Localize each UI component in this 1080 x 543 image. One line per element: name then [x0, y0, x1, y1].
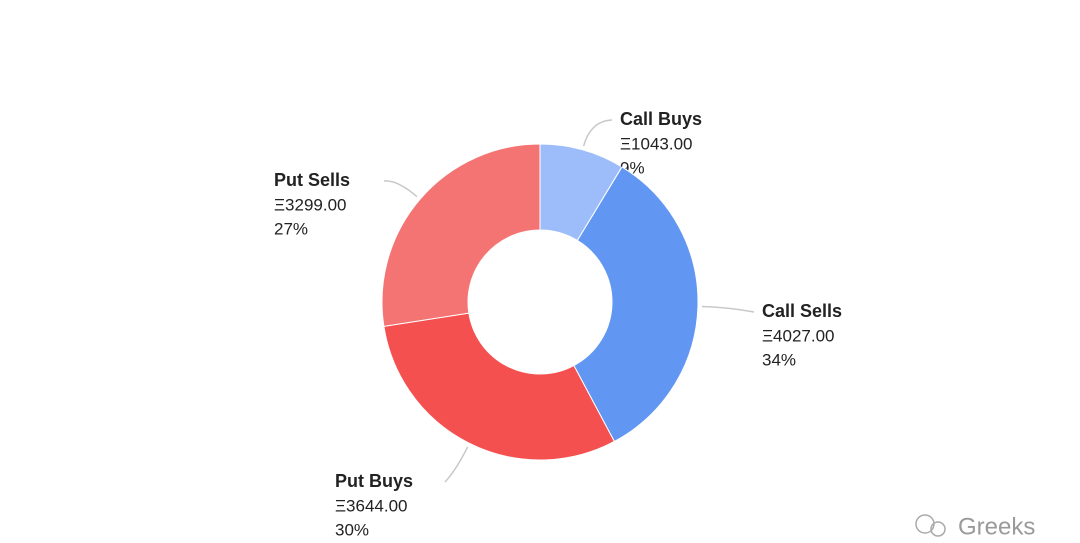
watermark-icon [930, 521, 946, 537]
slice-name: Call Buys [620, 109, 702, 129]
watermark: Greeks [915, 513, 1035, 540]
leader-line [701, 305, 755, 313]
slice-name: Call Sells [762, 301, 842, 321]
slice-value: Ξ3299.00 [274, 195, 347, 214]
leader-line [383, 180, 418, 198]
slice-percent: 27% [274, 219, 308, 238]
slice-value: Ξ1043.00 [620, 134, 693, 153]
slice-name: Put Buys [335, 471, 413, 491]
slice-name: Put Sells [274, 170, 350, 190]
slice [381, 143, 541, 327]
slice-value: Ξ4027.00 [762, 326, 835, 345]
slice-value: Ξ3644.00 [335, 496, 408, 515]
watermark-text: Greeks [958, 513, 1035, 540]
slice-percent: 34% [762, 350, 796, 369]
slice [383, 312, 616, 461]
leader-line [444, 446, 469, 483]
slice-percent: 30% [335, 520, 369, 539]
leader-line [582, 119, 613, 147]
slice [573, 166, 699, 443]
